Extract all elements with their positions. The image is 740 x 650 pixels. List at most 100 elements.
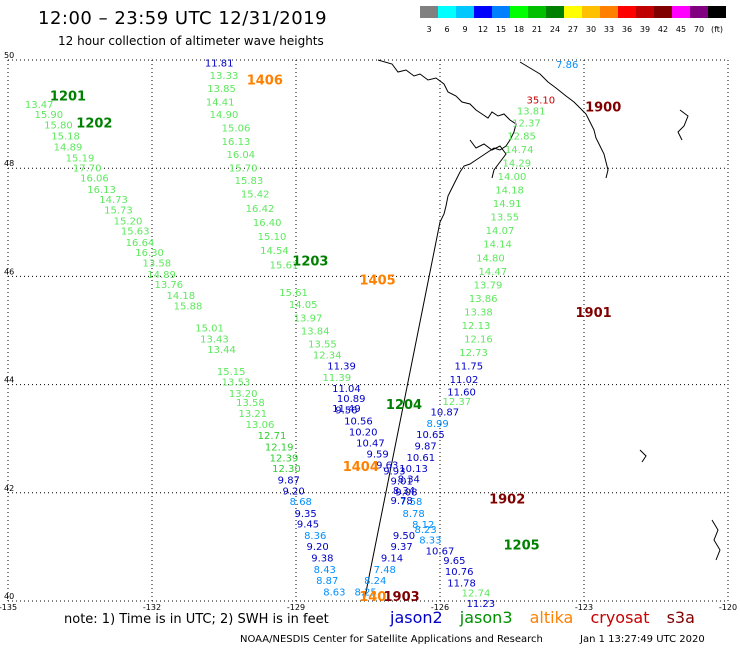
- pass-label: 1902: [489, 493, 525, 508]
- swh-label: 16.04: [226, 150, 255, 161]
- pass-label: 1404: [343, 460, 379, 475]
- colorbar-swatch: [600, 6, 618, 18]
- pass-labels: 1201 1202 1406 1203 1405 1204 1404 1900 1901 1902…: [50, 73, 621, 605]
- mission-jason2: jason2: [390, 608, 443, 627]
- swh-label: 14.47: [478, 267, 507, 278]
- swh-label: 14.41: [206, 97, 235, 108]
- swh-label: 9.08: [395, 488, 417, 499]
- swh-label: 13.85: [207, 84, 236, 95]
- swh-label: 15.42: [241, 189, 270, 200]
- generation-timestamp: Jan 1 13:27:49 UTC 2020: [580, 634, 705, 645]
- swh-label: 11.49: [332, 404, 361, 415]
- footer-note: note: 1) Time is in UTC; 2) SWH is in fe…: [64, 612, 329, 627]
- colorbar-swatch: [492, 6, 510, 18]
- swh-label: 9.87: [414, 442, 436, 453]
- credit-line: NOAA/NESDIS Center for Satellite Applica…: [240, 634, 543, 645]
- swh-label: 9.38: [311, 554, 333, 565]
- swh-label: 7.86: [556, 60, 578, 71]
- swh-labels: 11.81 13.33 13.85 14.41 14.90 15.06 16.13 16.04…: [25, 58, 578, 609]
- pass-label: 140: [359, 590, 386, 605]
- swh-label: 8.68: [290, 497, 312, 508]
- coastline: [363, 59, 721, 601]
- swh-label: 8.34: [393, 486, 415, 497]
- swh-label: 14.54: [260, 246, 289, 257]
- swh-label: 9.93: [383, 466, 405, 477]
- pass-label: 1204: [386, 398, 422, 413]
- swh-label: 13.84: [301, 326, 330, 337]
- mission-s3a: s3a: [666, 608, 695, 627]
- colorbar-label: 36: [622, 25, 632, 34]
- swh-label: 11.81: [205, 58, 234, 69]
- swh-label: 13.20: [229, 389, 258, 400]
- swh-label: 9.56: [335, 405, 357, 416]
- swh-label: 14.74: [505, 145, 534, 156]
- swh-label: 15.70: [229, 163, 258, 174]
- colorbar-label: 18: [514, 25, 524, 34]
- page-subtitle: 12 hour collection of altimeter wave hei…: [58, 34, 324, 48]
- colorbar-label: 12: [478, 25, 488, 34]
- swh-label: 8.63: [323, 588, 345, 599]
- swh-label: 16.13: [222, 137, 251, 148]
- swh-label: 15.73: [104, 206, 133, 217]
- island-1: [677, 109, 689, 141]
- swh-label: 8.33: [419, 536, 441, 547]
- swh-label: 16.30: [135, 248, 164, 259]
- puget-sound: [469, 139, 507, 179]
- swh-label: 14.00: [498, 172, 527, 183]
- colorbar-label: 39: [640, 25, 650, 34]
- swh-label: 12.34: [313, 351, 342, 362]
- swh-label: 11.75: [454, 361, 483, 372]
- colorbar-swatch: [546, 6, 564, 18]
- island-3: [639, 449, 647, 463]
- colorbar-swatch: [510, 6, 528, 18]
- pass-label: 1205: [504, 539, 540, 554]
- swh-label: 10.56: [344, 417, 373, 428]
- swh-label: 13.58: [142, 259, 171, 270]
- swh-label: 14.80: [476, 253, 505, 264]
- swh-label: 14.18: [166, 291, 195, 302]
- swh-label: 17.70: [73, 163, 102, 174]
- page-title: 12:00 – 23:59 UTC 12/31/2019: [38, 8, 328, 29]
- swh-label: 11.39: [327, 361, 356, 372]
- swh-label: 11.60: [447, 387, 476, 398]
- swh-label: 8.87: [316, 576, 338, 587]
- lat-tick-label: 40: [4, 592, 14, 601]
- swh-label: 8.99: [426, 419, 448, 430]
- swh-label: 12.71: [258, 431, 287, 442]
- swh-label: 10.20: [349, 427, 378, 438]
- swh-label: 10.13: [399, 464, 428, 475]
- swh-label: 9.87: [278, 476, 300, 487]
- swh-label: 13.97: [294, 313, 323, 324]
- swh-label: 15.01: [195, 324, 224, 335]
- swh-label: 15.83: [235, 176, 264, 187]
- colorbar-swatch: [474, 6, 492, 18]
- swh-label: 12.30: [272, 464, 301, 475]
- colorbar-swatch: [456, 6, 474, 18]
- swh-label: 15.10: [258, 232, 287, 243]
- swh-label: 10.47: [356, 438, 385, 449]
- swh-label: 8.23: [414, 525, 436, 536]
- swh-label: 10.89: [337, 394, 366, 405]
- swh-label: 10.76: [445, 567, 474, 578]
- lon-tick-label: -135: [0, 603, 17, 612]
- swh-label: 12.13: [462, 321, 491, 332]
- colorbar-label: 21: [532, 25, 542, 34]
- swh-label: 15.88: [174, 301, 203, 312]
- swh-label: 10.87: [430, 407, 459, 418]
- swh-label: 35.10: [526, 95, 555, 106]
- mission-cryosat: cryosat: [590, 608, 650, 627]
- swh-label: 15.63: [121, 227, 150, 238]
- swh-label: 14.29: [502, 159, 531, 170]
- swh-label: 9.63: [376, 460, 398, 471]
- swh-label: 12.37: [442, 397, 471, 408]
- swh-label: 15.20: [114, 216, 143, 227]
- lon-tick-label: -123: [575, 603, 593, 612]
- swh-label: 12.73: [459, 348, 488, 359]
- swh-label: 15.19: [66, 154, 95, 165]
- lat-lon-grid: 50 48 46 44 42 40 -135 -132 -129 -126 -123 -120: [0, 51, 737, 612]
- swh-label: 8.36: [304, 531, 326, 542]
- swh-label: 9.01: [390, 477, 412, 488]
- swh-label: 14.07: [486, 226, 515, 237]
- swh-label: 12.39: [270, 453, 299, 464]
